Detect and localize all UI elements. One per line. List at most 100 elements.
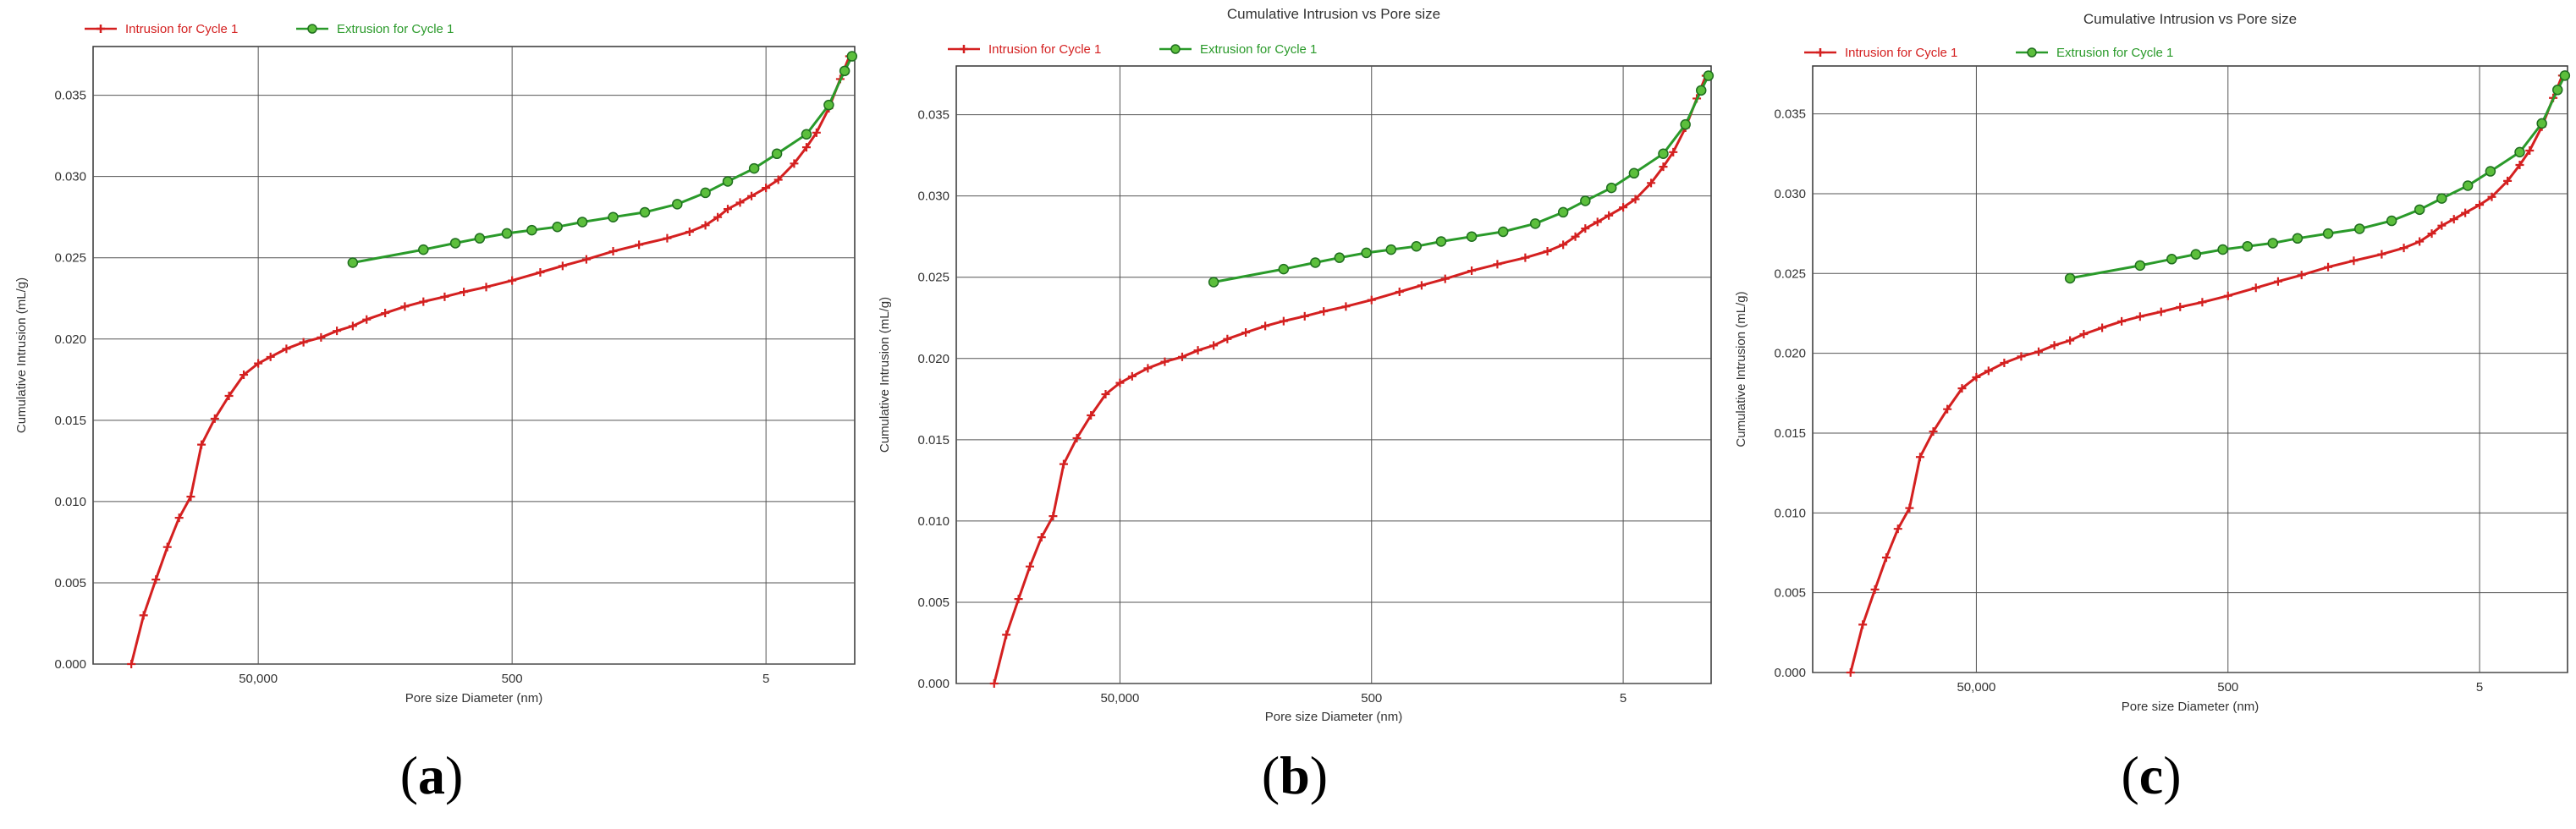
data-point	[989, 679, 999, 688]
data-point	[501, 228, 513, 239]
data-point	[1957, 384, 1967, 393]
legend-label: Extrusion for Cycle 1	[337, 22, 454, 36]
data-point	[2166, 254, 2177, 265]
x-tick-label: 5	[762, 672, 769, 686]
chart-title: Cumulative Intrusion vs Pore size	[1227, 6, 1440, 22]
y-tick-label: 0.000	[1774, 666, 1806, 680]
data-point	[508, 276, 517, 285]
data-point	[162, 542, 172, 552]
data-point	[2251, 283, 2260, 293]
data-point	[254, 359, 263, 368]
data-point	[1659, 162, 1668, 172]
caption-letter-b: b	[1280, 745, 1310, 805]
data-point	[2437, 221, 2447, 230]
y-tick-label: 0.015	[54, 414, 86, 428]
data-point	[2134, 260, 2146, 272]
data-point	[2461, 208, 2470, 217]
caption-letter-c: c	[2138, 745, 2164, 805]
data-point	[2349, 256, 2359, 266]
caption-open-paren: (	[2121, 745, 2139, 805]
data-point	[608, 247, 618, 256]
chart-c-svg: 0.000 0.005 0.010 0.015 0.020 0.025 0.030 0.035…	[1734, 11, 2571, 714]
data-point	[2415, 237, 2425, 246]
data-point	[2297, 271, 2306, 280]
data-point	[1223, 334, 1232, 343]
data-point	[282, 344, 291, 354]
data-point	[210, 414, 219, 423]
data-point	[2034, 347, 2043, 356]
y-tick-label: 0.025	[54, 251, 86, 266]
data-point	[1695, 85, 1707, 96]
x-axis-label: Pore size Diameter (nm)	[2122, 700, 2260, 714]
data-point	[1669, 147, 1678, 156]
data-point	[1680, 118, 1691, 130]
y-tick-label: 0.005	[917, 596, 949, 610]
data-point	[440, 292, 449, 301]
data-point	[1177, 352, 1186, 361]
data-point	[1278, 263, 1290, 275]
data-point	[2198, 298, 2207, 307]
y-tick-label: 0.000	[917, 677, 949, 691]
data-point	[347, 257, 359, 268]
data-point	[2536, 118, 2547, 129]
legend-label: Extrusion for Cycle 1	[2056, 46, 2173, 60]
chart-panel-b: 0.000 0.005 0.010 0.015 0.020 0.025 0.030 0.035…	[863, 0, 1720, 829]
y-tick-label: 0.005	[54, 576, 86, 590]
data-point	[1059, 459, 1068, 469]
plot-area	[955, 65, 1712, 684]
data-point	[1143, 364, 1153, 373]
data-point	[685, 228, 694, 236]
data-point	[1559, 240, 1568, 250]
data-point	[2449, 215, 2458, 224]
data-point	[1905, 503, 1914, 513]
chart-panel-c: 0.000 0.005 0.010 0.015 0.020 0.025 0.030 0.035…	[1720, 0, 2576, 829]
y-tick-label: 0.000	[54, 657, 86, 672]
data-point	[2377, 250, 2386, 259]
caption-letter-a: a	[418, 745, 445, 805]
y-tick-label: 0.010	[1774, 506, 1806, 520]
data-point	[1025, 562, 1034, 571]
legend-marker	[1170, 44, 1181, 54]
data-point	[536, 268, 545, 277]
data-point	[1241, 328, 1251, 338]
data-point	[722, 176, 734, 187]
data-point	[1658, 148, 1669, 159]
legend-label: Extrusion for Cycle 1	[1200, 42, 1317, 57]
data-point	[2462, 180, 2474, 191]
data-point	[2427, 229, 2436, 239]
data-point	[2156, 307, 2166, 316]
data-point	[239, 371, 249, 380]
data-point	[2514, 146, 2525, 158]
data-point	[1605, 182, 1617, 194]
caption-close-paren: )	[445, 745, 464, 805]
data-point	[748, 162, 760, 174]
data-point	[2117, 316, 2127, 326]
data-point	[2436, 193, 2447, 204]
y-tick-label: 0.010	[54, 495, 86, 509]
x-tick-label: 5	[2476, 680, 2483, 694]
data-point	[418, 244, 429, 255]
y-axis-label: Cumulative Intrusion (mL/g)	[14, 277, 29, 433]
plot-area	[92, 46, 856, 665]
panel-caption-c: (c)	[2067, 744, 2236, 807]
data-point	[790, 159, 799, 168]
data-point	[419, 297, 428, 306]
data-point	[474, 233, 486, 244]
chart-b-svg: 0.000 0.005 0.010 0.015 0.020 0.025 0.030 0.035…	[878, 6, 1715, 724]
data-point	[552, 221, 563, 233]
data-point	[773, 175, 783, 184]
data-point	[1101, 390, 1110, 399]
data-point	[1984, 366, 1993, 376]
x-tick-label: 500	[1361, 691, 1382, 705]
data-point	[127, 660, 136, 668]
x-tick-label: 500	[2217, 680, 2238, 694]
data-point	[2399, 244, 2408, 253]
data-point	[1893, 524, 1902, 534]
data-point	[1193, 346, 1203, 355]
legend-marker	[307, 24, 317, 34]
y-axis-label: Cumulative Intrusion (mL/g)	[1734, 291, 1748, 447]
x-tick-label: 500	[502, 672, 523, 686]
data-point	[1593, 217, 1602, 227]
y-tick-label: 0.030	[1774, 187, 1806, 201]
data-point	[1580, 195, 1591, 206]
